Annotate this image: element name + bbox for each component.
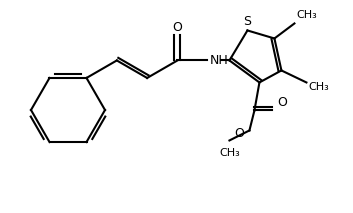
Text: O: O (234, 127, 244, 140)
Text: O: O (173, 21, 183, 34)
Text: NH: NH (209, 54, 228, 67)
Text: CH₃: CH₃ (297, 10, 317, 20)
Text: CH₃: CH₃ (309, 82, 329, 92)
Text: S: S (244, 15, 251, 28)
Text: O: O (277, 96, 287, 109)
Text: CH₃: CH₃ (219, 148, 240, 158)
